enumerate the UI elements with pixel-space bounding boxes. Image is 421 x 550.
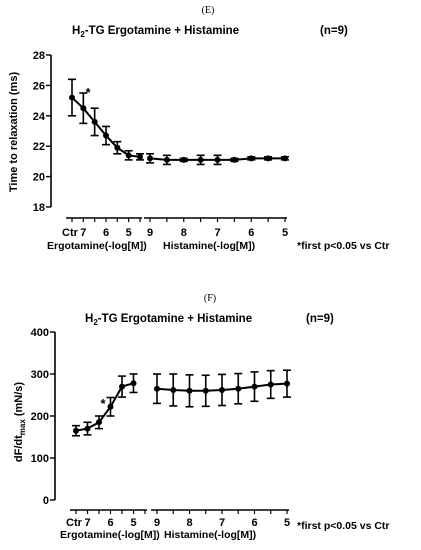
panel-e-x-axis-erg: Ctr 7 6 5	[62, 217, 142, 239]
x-tick-label: 6	[107, 517, 113, 529]
data-point	[235, 385, 242, 392]
x-tick-label: 9	[147, 227, 153, 239]
panel-f-series-erg	[72, 373, 138, 437]
data-point	[80, 105, 87, 112]
x-tick-label: 8	[186, 517, 192, 529]
panel-f-ylabel-main: dF/dt	[13, 435, 25, 462]
data-point	[214, 156, 221, 163]
y-tick-label: 100	[31, 453, 49, 465]
panel-f-footnote: *first p<0.05 vs Ctr	[297, 520, 390, 532]
x-tick-label: 5	[130, 517, 136, 529]
panel-e-title-prefix: H	[72, 25, 80, 37]
y-tick-label: 400	[31, 327, 49, 339]
data-point	[137, 153, 143, 160]
panel-f-x-axis-his: 9 8 7 6 5	[151, 509, 290, 529]
panel-e-title-sub: 2	[80, 30, 85, 39]
y-tick-label: 18	[33, 202, 45, 214]
x-tick-label: 8	[181, 227, 187, 239]
panel-f-ylabel-rest: (mN/s)	[13, 382, 25, 420]
panel-f-ylabel: dF/dtmax (mN/s)	[13, 382, 27, 463]
data-point	[248, 155, 255, 162]
x-tick-label: 7	[214, 227, 220, 239]
y-tick-label: 300	[31, 369, 49, 381]
panel-f-sig-marker: *	[100, 396, 106, 411]
y-tick-label: 200	[31, 411, 49, 423]
x-tick-label: 6	[248, 227, 254, 239]
y-tick-label: 20	[33, 172, 45, 184]
panel-e-footnote: *first p<0.05 vs Ctr	[297, 240, 390, 252]
data-point	[69, 94, 75, 101]
data-point	[73, 427, 79, 434]
panel-f-series-his	[153, 369, 291, 408]
data-point	[251, 383, 258, 390]
panel-f-ylabel-sub: max	[18, 419, 27, 436]
panel-f-label: (F)	[204, 293, 216, 304]
data-point	[219, 386, 225, 393]
data-point	[84, 425, 91, 432]
data-point	[107, 403, 114, 410]
panel-e-y-axis: 18 20 22 24 26 28	[33, 50, 52, 214]
panel-f: (F) H2-TG Ergotamine + Histamine (n=9) d…	[13, 293, 390, 541]
data-point	[154, 385, 160, 392]
panel-e-x-axis-his: 9 8 7 6 5	[144, 217, 288, 239]
data-point	[170, 386, 177, 393]
data-point	[197, 156, 204, 163]
data-point	[180, 156, 187, 163]
x-tick-label: 5	[282, 227, 288, 239]
panel-e-n-label: (n=9)	[320, 25, 348, 37]
data-point	[186, 387, 193, 394]
data-point	[147, 155, 153, 162]
data-point	[130, 380, 137, 387]
x-tick-label: 6	[251, 517, 257, 529]
x-tick-label: 7	[80, 227, 86, 239]
data-point	[202, 387, 209, 394]
y-tick-label: 22	[33, 141, 45, 153]
data-point	[163, 156, 170, 163]
panel-e-series-his	[146, 153, 289, 166]
x-tick-label: 7	[219, 517, 225, 529]
data-point	[267, 381, 274, 388]
x-tick-label: 7	[84, 517, 90, 529]
panel-f-title-sub: 2	[93, 318, 98, 327]
data-point	[91, 118, 98, 125]
panel-f-n-label: (n=9)	[306, 313, 334, 325]
x-tick-label: 9	[154, 517, 160, 529]
panel-e-ylabel: Time to relaxation (ms)	[8, 72, 20, 193]
panel-e-title: H2-TG Ergotamine + Histamine	[72, 25, 239, 39]
y-tick-label: 0	[43, 495, 49, 507]
x-tick-label: 5	[126, 227, 132, 239]
panel-e-title-rest: -TG Ergotamine + Histamine	[85, 25, 239, 37]
x-tick-label: Ctr	[66, 517, 83, 529]
data-point	[103, 132, 109, 139]
data-point	[125, 152, 132, 159]
data-point	[114, 144, 121, 151]
panel-e-his-label: Histamine(-log[M])	[163, 240, 255, 252]
y-tick-label: 26	[33, 80, 45, 92]
x-tick-label: 5	[284, 517, 290, 529]
data-point	[119, 383, 125, 390]
data-point	[284, 380, 290, 387]
panel-e-label: (E)	[202, 5, 215, 16]
panel-e-series-erg	[68, 78, 144, 161]
y-tick-label: 24	[33, 111, 46, 123]
panel-f-title: H2-TG Ergotamine + Histamine	[85, 313, 252, 327]
panel-e-sig-marker: *	[85, 85, 91, 100]
panel-f-his-label: Histamine(-log[M])	[164, 529, 256, 541]
y-tick-label: 28	[33, 50, 45, 62]
data-point	[265, 155, 272, 162]
panel-f-title-rest: -TG Ergotamine + Histamine	[98, 313, 252, 325]
panel-e: (E) H2-TG Ergotamine + Histamine (n=9) T…	[8, 5, 390, 252]
panel-f-y-axis: 0 100 200 300 400	[31, 327, 56, 507]
x-tick-label: 6	[103, 227, 109, 239]
panel-f-x-axis-erg: Ctr 7 6 5	[66, 509, 147, 529]
x-tick-label: Ctr	[62, 227, 79, 239]
data-point	[96, 419, 102, 426]
data-point	[231, 156, 238, 163]
panel-f-erg-label: Ergotamine(-log[M])	[60, 529, 160, 541]
data-point	[282, 155, 288, 162]
panel-f-title-prefix: H	[85, 313, 93, 325]
panel-e-erg-label: Ergotamine(-log[M])	[47, 240, 147, 252]
